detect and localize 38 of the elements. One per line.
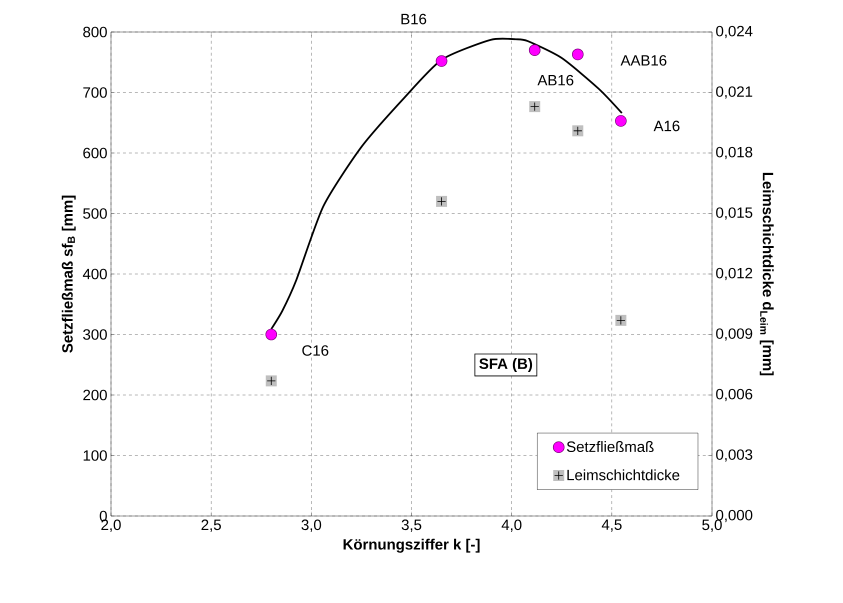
x-tick-label: 2,5 bbox=[202, 520, 221, 532]
x-axis-title: Körnungsziffer k [-] bbox=[344, 538, 480, 553]
legend-label: Setzfließmaß bbox=[566, 441, 654, 452]
annotation: AAB16 bbox=[620, 55, 666, 66]
x-tick-label: 4,0 bbox=[502, 520, 522, 532]
point bbox=[265, 328, 278, 340]
annotation: B16 bbox=[401, 14, 426, 24]
y-tick-label: 600 bbox=[83, 148, 107, 158]
legend-label: Leimschichtdicke bbox=[567, 469, 680, 480]
y2-tick-label: 0,021 bbox=[716, 86, 752, 99]
y-tick-label: 700 bbox=[83, 87, 107, 98]
point bbox=[615, 115, 627, 127]
y2-tick-label: 0,003 bbox=[716, 449, 752, 462]
x-tick-label: 4,5 bbox=[602, 520, 622, 532]
point bbox=[572, 48, 584, 60]
y-tick-label: 400 bbox=[82, 268, 107, 280]
annotation: AB16 bbox=[537, 74, 574, 86]
y2-tick-label: 0,015 bbox=[716, 207, 752, 220]
x-tick-label: 3,0 bbox=[302, 520, 322, 532]
y2-tick-label: 0,024 bbox=[716, 26, 752, 38]
annotation: A16 bbox=[654, 120, 680, 132]
y2-axis-title: Leimschichtdicke d$_{Leim}$ [mm] bbox=[760, 172, 774, 376]
annotation: SFA (B) bbox=[479, 358, 532, 372]
y2-tick-label: 0,009 bbox=[716, 328, 752, 341]
y-tick-label: 100 bbox=[84, 450, 107, 461]
y-tick-label: 500 bbox=[83, 208, 107, 219]
y-tick-label: 300 bbox=[83, 329, 107, 340]
y2-tick-label: 0,012 bbox=[716, 268, 752, 280]
y2-tick-label: 0,018 bbox=[716, 146, 752, 160]
annotation: C16 bbox=[302, 345, 328, 356]
y-tick-label: 200 bbox=[83, 390, 107, 400]
point bbox=[528, 44, 541, 56]
y-axis-title: Setzfließmaß sf$_{B}$ [mm] bbox=[62, 196, 76, 353]
y-tick-label: 800 bbox=[83, 26, 107, 38]
x-tick-label: 3,5 bbox=[402, 520, 422, 532]
point bbox=[436, 55, 448, 67]
y2-tick-label: 0,006 bbox=[716, 388, 752, 402]
x-tick-label: 2,0 bbox=[101, 520, 121, 532]
